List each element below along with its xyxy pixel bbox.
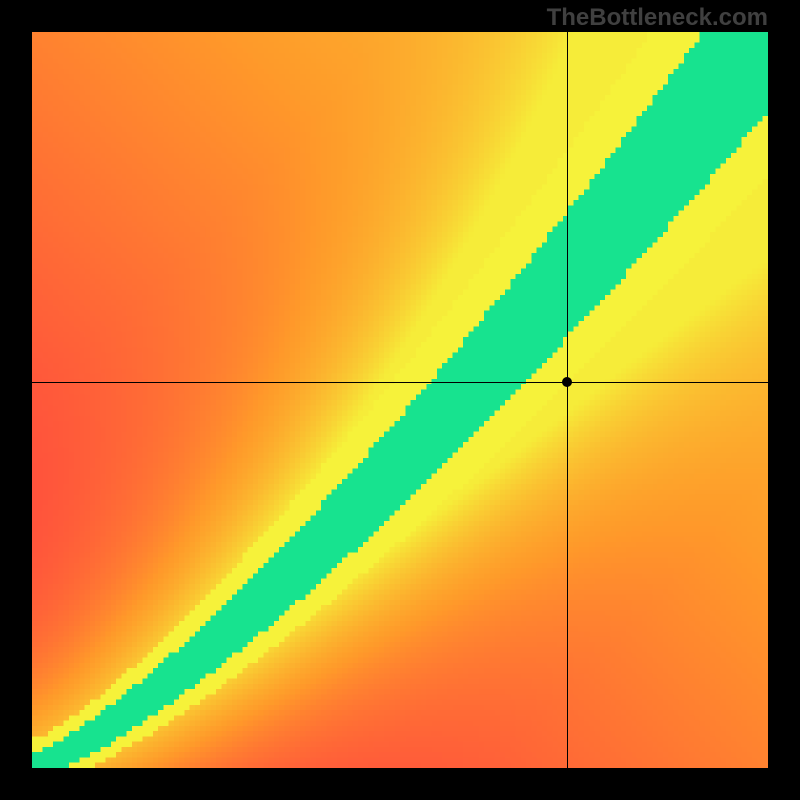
crosshair-horizontal	[32, 382, 768, 383]
watermark-label: TheBottleneck.com	[547, 4, 768, 32]
crosshair-marker	[562, 377, 572, 387]
heatmap-canvas	[32, 32, 768, 768]
crosshair-vertical	[567, 32, 568, 768]
chart-frame: TheBottleneck.com	[0, 0, 800, 800]
